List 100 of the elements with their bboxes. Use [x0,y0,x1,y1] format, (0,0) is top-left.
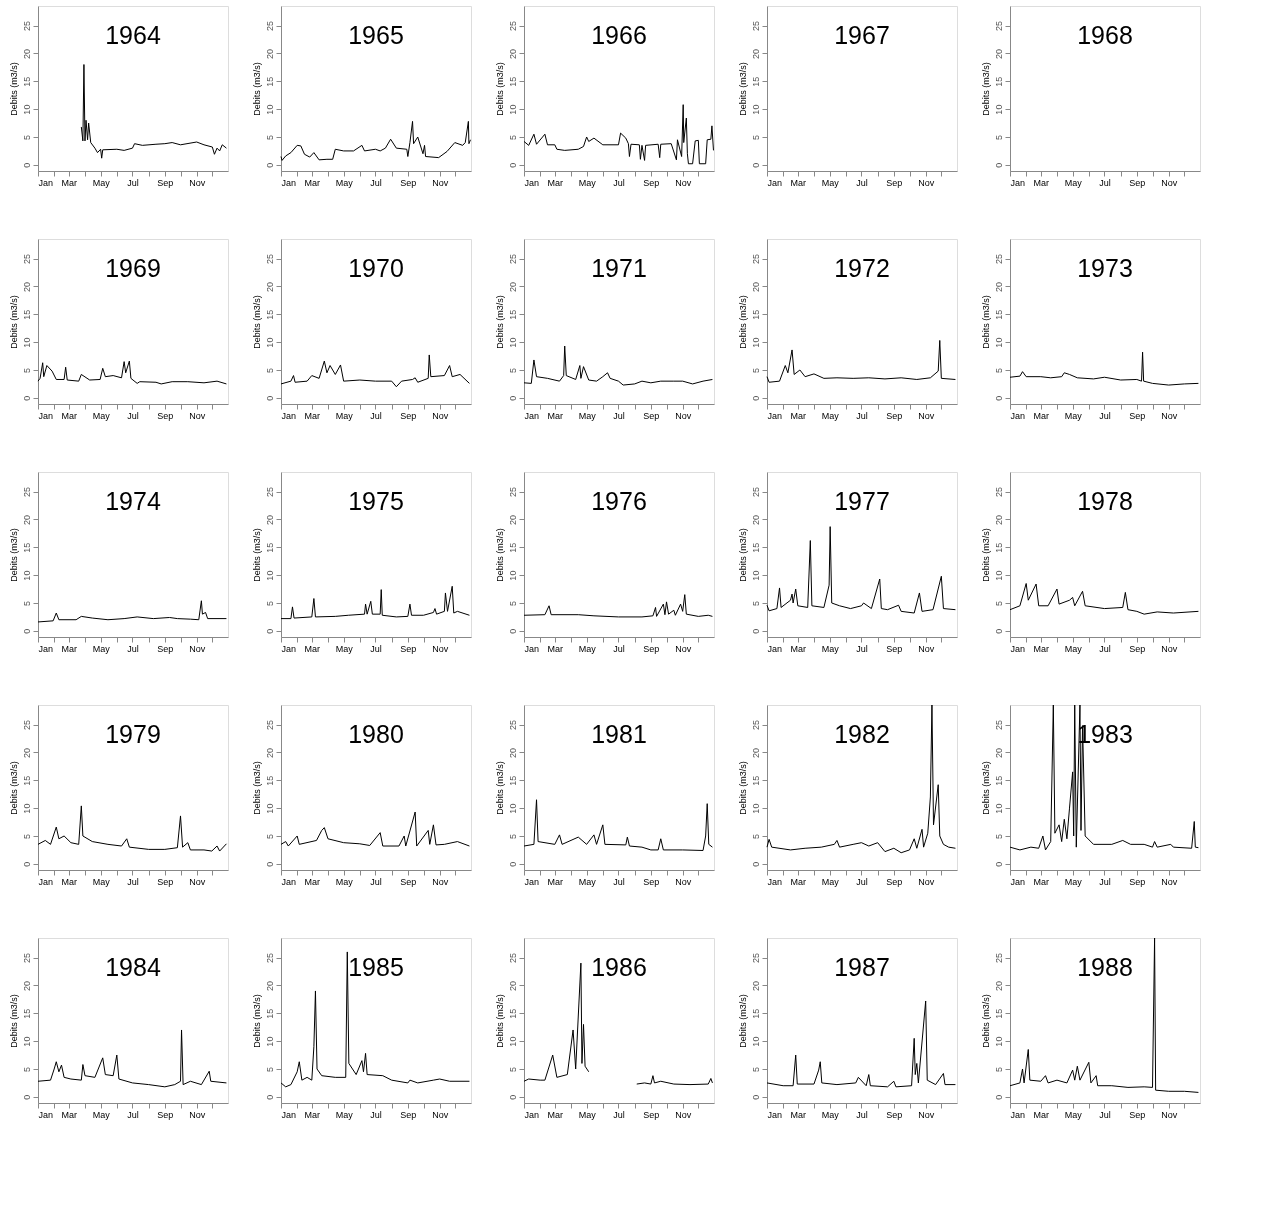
y-tick-label: 15 [507,76,518,87]
y-axis-title: Debits (m3/s) [980,994,991,1048]
x-tick-label: Sep [157,1109,174,1120]
y-tick-label: 0 [750,1094,761,1100]
x-tick-label: Sep [157,177,174,188]
x-tick-label: Jan [524,876,540,887]
y-tick-label: 15 [993,76,1004,87]
y-tick-label: 10 [21,104,32,115]
y-tick-label: 10 [507,570,518,581]
x-tick-label: Jan [524,177,540,188]
x-tick-label: Mar [304,177,321,188]
x-tick-label: Jan [524,1109,540,1120]
x-tick-label: Jul [856,410,868,421]
y-tick-label: 10 [993,337,1004,348]
y-tick-label: 15 [750,542,761,553]
x-tick-label: Jul [370,876,382,887]
y-tick-label: 10 [993,1036,1004,1047]
y-axis-title: Debits (m3/s) [494,62,505,116]
x-tick-label: Jul [856,876,868,887]
x-tick-label: Jan [767,643,783,654]
text: 1980 [348,720,404,748]
x-tick-label: Sep [643,876,660,887]
x-tick-label: May [92,1109,111,1120]
text: 1979 [105,720,161,748]
y-tick-label: 25 [750,21,761,32]
y-tick-label: 10 [507,337,518,348]
x-tick-label: May [821,876,840,887]
x-tick-label: Sep [400,876,417,887]
y-tick-label: 0 [993,628,1004,634]
y-tick-label: 0 [750,395,761,401]
y-tick-label: 25 [21,254,32,265]
x-tick-label: Jul [1099,643,1111,654]
x-tick-label: Jul [370,177,382,188]
y-tick-label: 0 [21,628,32,634]
y-tick-label: 20 [21,281,32,292]
text: 1982 [834,720,890,748]
x-tick-label: Sep [400,177,417,188]
x-tick-label: Nov [432,177,449,188]
y-tick-label: 0 [21,162,32,168]
text: 1987 [834,953,890,981]
y-tick-label: 25 [993,720,1004,731]
y-tick-label: 5 [21,134,32,140]
y-axis-title: Debits (m3/s) [8,528,19,582]
x-tick-label: May [1064,410,1083,421]
y-tick-label: 5 [507,367,518,373]
text: 1967 [834,21,890,49]
x-tick-label: May [1064,177,1083,188]
text: 1964 [105,21,161,49]
x-tick-label: Jul [613,177,625,188]
x-tick-label: Nov [1161,643,1178,654]
x-tick-label: Jul [1099,177,1111,188]
line-series [280,811,470,847]
x-tick-label: May [821,410,840,421]
y-tick-label: 0 [507,861,518,867]
y-tick-label: 25 [993,953,1004,964]
x-tick-label: Jan [281,177,297,188]
y-tick-label: 10 [507,104,518,115]
x-tick-label: Jan [38,1109,54,1120]
y-tick-label: 5 [264,833,275,839]
x-tick-label: May [92,410,111,421]
y-axis-title: Debits (m3/s) [251,994,262,1048]
y-axis-title: Debits (m3/s) [980,761,991,815]
text: 1968 [1077,21,1133,49]
y-tick-label: 5 [21,833,32,839]
y-tick-label: 20 [264,281,275,292]
y-tick-label: 15 [750,76,761,87]
x-tick-label: Mar [790,643,807,654]
y-axis-title: Debits (m3/s) [251,761,262,815]
y-tick-label: 0 [507,1094,518,1100]
y-tick-label: 25 [750,487,761,498]
x-tick-label: Jul [127,876,139,887]
x-tick-label: Jul [1099,410,1111,421]
y-tick-label: 25 [507,254,518,265]
x-tick-label: Jan [38,177,54,188]
line-series [280,951,470,1088]
x-tick-label: Jul [613,410,625,421]
x-tick-label: May [578,643,597,654]
y-tick-label: 20 [507,48,518,59]
x-tick-label: Sep [1129,876,1146,887]
y-tick-label: 5 [507,833,518,839]
x-tick-label: May [335,1109,354,1120]
y-tick-label: 25 [264,487,275,498]
x-tick-label: Nov [432,1109,449,1120]
y-tick-label: 15 [264,1008,275,1019]
y-tick-label: 5 [993,600,1004,606]
text: 1973 [1077,254,1133,282]
x-tick-label: Sep [643,643,660,654]
x-tick-label: Sep [400,410,417,421]
x-tick-label: May [578,1109,597,1120]
y-tick-label: 20 [264,514,275,525]
x-tick-label: Nov [918,1109,935,1120]
x-tick-label: Nov [675,410,692,421]
text: 1970 [348,254,404,282]
x-tick-label: Mar [790,1109,807,1120]
line-series [523,594,713,618]
y-axis-title: Debits (m3/s) [494,528,505,582]
x-tick-label: Sep [886,410,903,421]
x-tick-label: Mar [790,177,807,188]
x-tick-label: Jul [613,876,625,887]
x-tick-label: May [92,876,111,887]
